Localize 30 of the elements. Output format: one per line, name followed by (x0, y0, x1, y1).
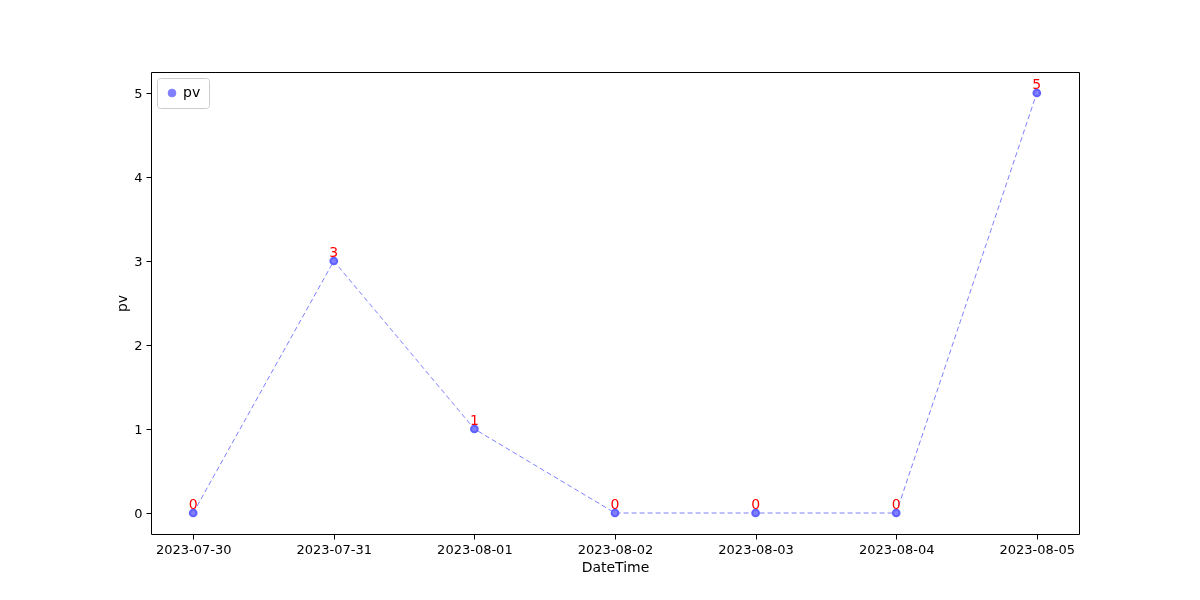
x-axis-title: DateTime (581, 558, 650, 575)
x-tick-label: 2023-07-31 (296, 541, 373, 557)
point (751, 508, 760, 518)
y-tick-label: 4 (134, 169, 143, 185)
point (470, 424, 479, 434)
x-tick-label: 2023-08-02 (577, 541, 654, 557)
x-tick-label: 2023-07-30 (155, 541, 232, 557)
y-tick-label: 0 (134, 505, 143, 521)
y-tick-label: 2 (134, 337, 143, 353)
data-label: 0 (891, 496, 901, 512)
y-tick-label: 1 (134, 421, 143, 437)
point (610, 508, 620, 518)
x-tick-label: 2023-08-05 (999, 541, 1076, 557)
point (891, 508, 901, 518)
data-label: 0 (610, 496, 620, 512)
data-label: 5 (1032, 76, 1042, 92)
y-axis-title: pv (114, 294, 131, 313)
data-label: 1 (469, 412, 479, 428)
x-tick-label: 2023-08-01 (437, 541, 513, 557)
x-tick-label: 2023-08-03 (718, 541, 794, 557)
data-label: 0 (188, 496, 198, 512)
data-label: 0 (751, 496, 761, 512)
y-tick-label: 5 (134, 85, 143, 101)
x-tick-label: 2023-08-04 (858, 541, 935, 557)
y-tick-label: 3 (134, 253, 143, 269)
point (1032, 88, 1042, 98)
point (188, 508, 198, 518)
legend-label: pv (183, 84, 201, 100)
data-label: 3 (329, 244, 339, 260)
point (329, 256, 339, 266)
